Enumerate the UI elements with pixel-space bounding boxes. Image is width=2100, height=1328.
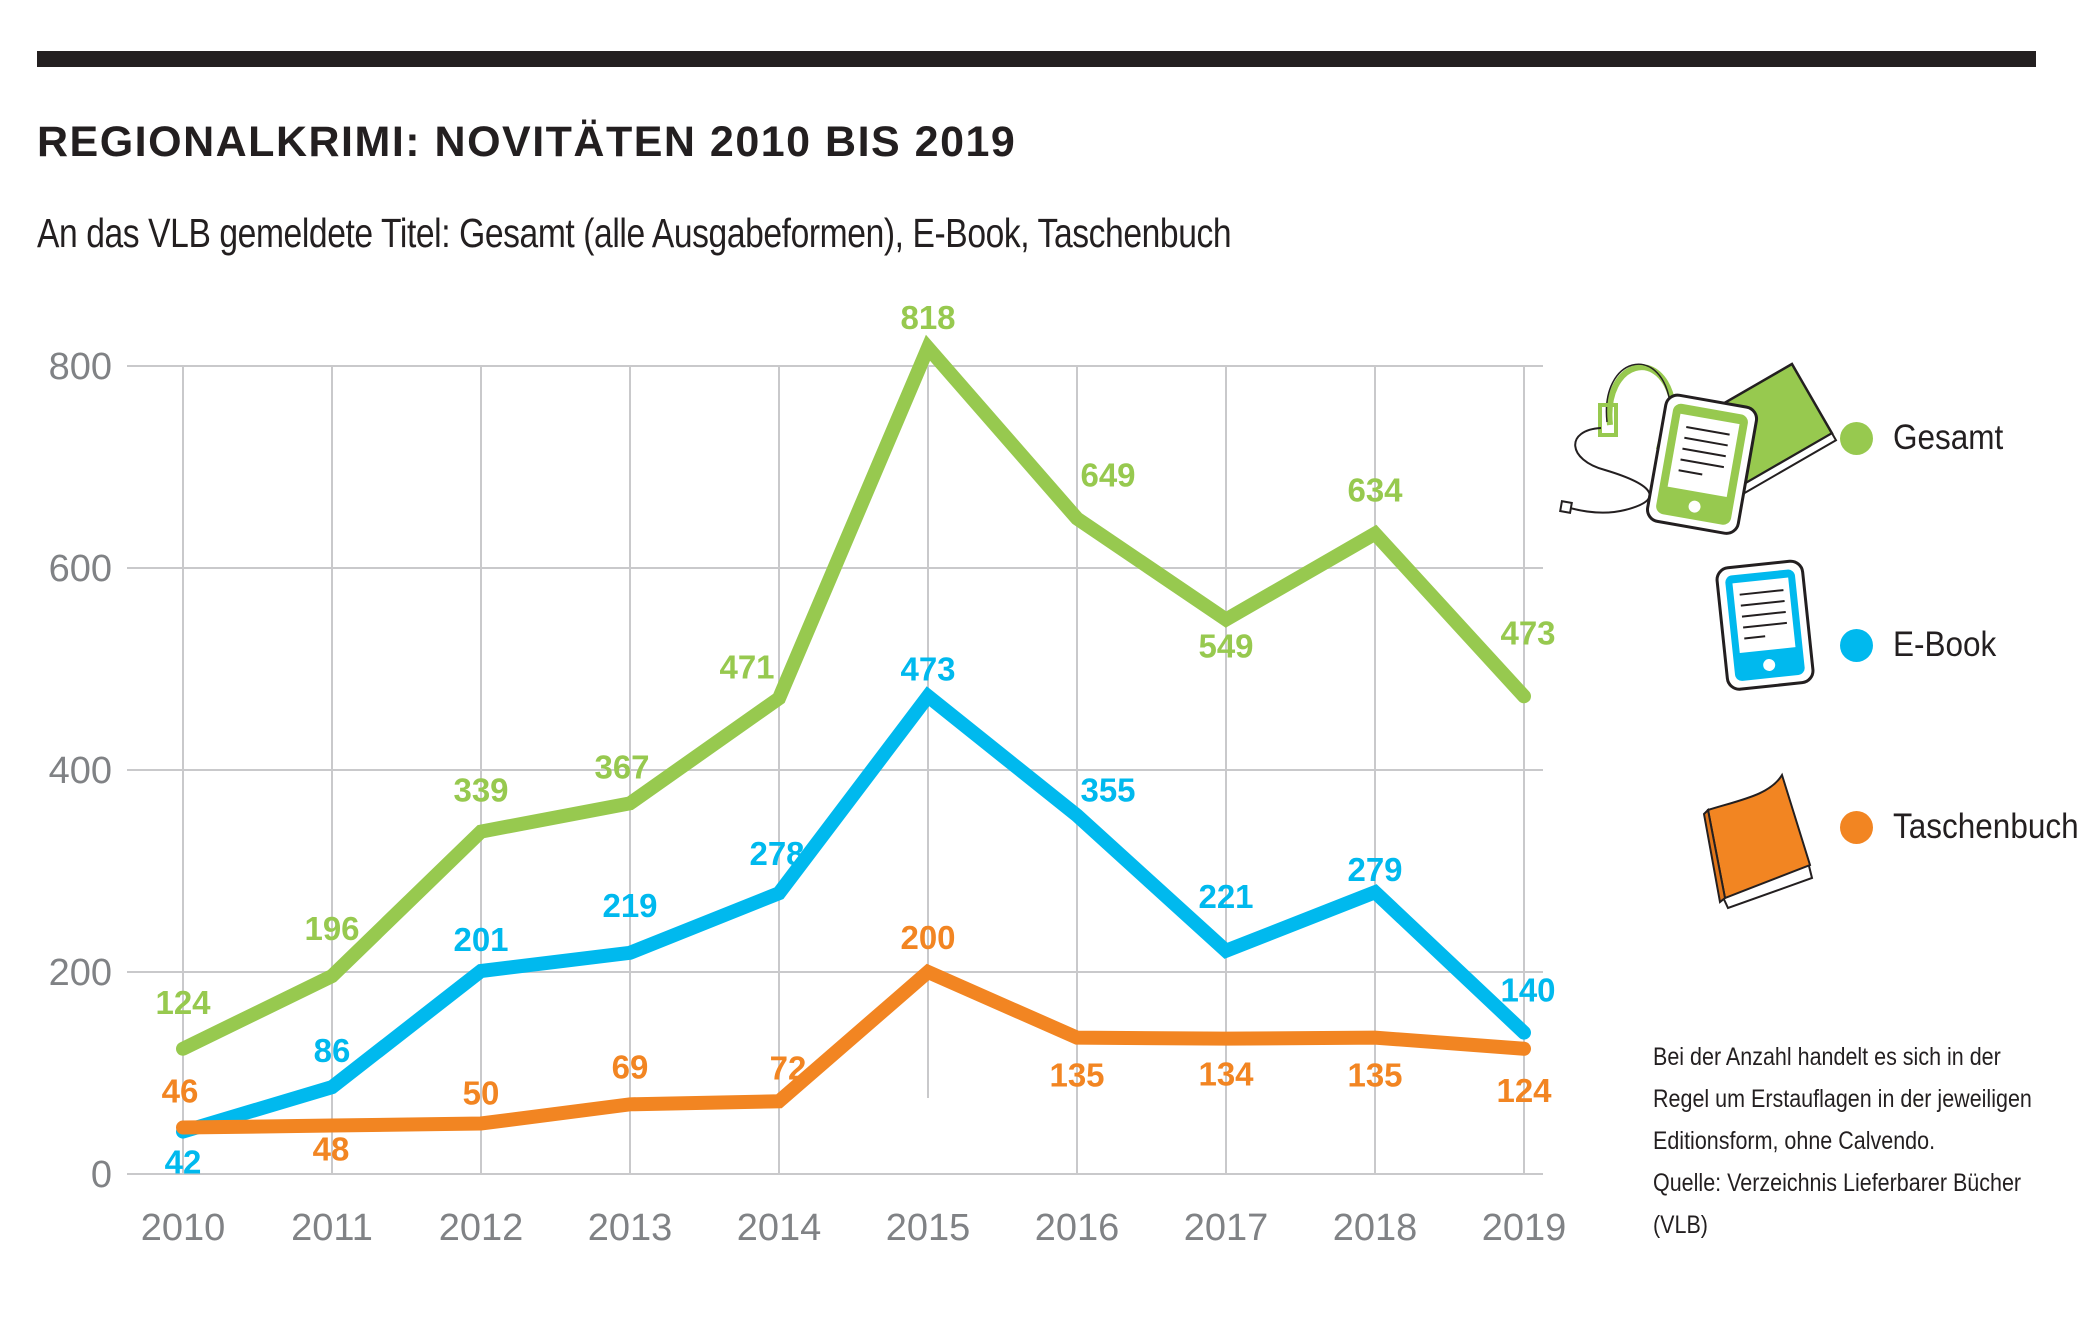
- data-label: 355: [1080, 771, 1135, 808]
- x-tick-label: 2014: [737, 1207, 822, 1249]
- data-label: 48: [313, 1131, 350, 1168]
- x-tick-label: 2017: [1184, 1207, 1269, 1249]
- y-tick-label: 0: [91, 1154, 112, 1196]
- data-label: 473: [900, 650, 955, 687]
- data-label: 134: [1198, 1056, 1254, 1093]
- data-label: 72: [770, 1049, 807, 1086]
- y-tick-label: 400: [49, 750, 112, 792]
- media-bundle-icon: [1559, 362, 1838, 535]
- data-label: 549: [1198, 628, 1253, 665]
- top-rule: [37, 51, 2036, 67]
- legend-label: E-Book: [1893, 625, 1997, 664]
- data-label: 124: [1496, 1072, 1552, 1109]
- data-label: 135: [1049, 1057, 1104, 1094]
- legend-item-ebook: E-Book: [1840, 625, 2008, 665]
- x-tick-label: 2010: [141, 1207, 226, 1249]
- data-label: 69: [612, 1048, 649, 1085]
- data-label: 46: [162, 1073, 199, 1110]
- data-label: 471: [719, 648, 774, 685]
- y-tick-label: 600: [49, 548, 112, 590]
- data-label: 201: [453, 921, 508, 958]
- data-label: 219: [602, 887, 657, 924]
- x-tick-label: 2019: [1482, 1207, 1567, 1249]
- y-tick-label: 800: [49, 346, 112, 388]
- x-tick-label: 2011: [291, 1207, 373, 1249]
- chart-subtitle: An das VLB gemeldete Titel: Gesamt (alle…: [37, 210, 1232, 256]
- data-label: 649: [1080, 457, 1135, 494]
- data-label: 135: [1347, 1057, 1402, 1094]
- chart-title: REGIONALKRIMI: NOVITÄTEN 2010 BIS 2019: [37, 118, 1017, 166]
- series-lines: [176, 334, 1531, 1139]
- data-label: 196: [304, 910, 359, 947]
- data-label: 42: [165, 1144, 202, 1181]
- data-label: 634: [1347, 472, 1403, 509]
- data-label: 279: [1347, 851, 1402, 888]
- data-labels: 124 196 339 367 471 818 649 549 634 473 42 86 201 219…: [155, 299, 1555, 1181]
- y-axis-ticks: 0 200 400 600 800: [49, 346, 112, 1196]
- footnote-line: (VLB): [1653, 1211, 1708, 1239]
- legend-dot-taschenbuch: [1840, 810, 1873, 844]
- data-label: 140: [1500, 972, 1555, 1009]
- data-label: 818: [900, 299, 955, 336]
- legend-item-taschenbuch: Taschenbuch: [1840, 807, 2099, 847]
- footnote: Bei der Anzahl handelt es sich in der Re…: [1653, 1036, 2040, 1246]
- footnote-line: Quelle: Verzeichnis Lieferbarer Bücher: [1653, 1169, 2022, 1197]
- legend-dot-gesamt: [1840, 421, 1873, 455]
- series-line-ebook: [176, 686, 1531, 1139]
- data-label: 367: [594, 748, 649, 785]
- tablet-icon: [1715, 559, 1815, 691]
- data-label: 339: [453, 772, 508, 809]
- footnote-line: Regel um Erstauflagen in der jeweiligen: [1653, 1085, 2032, 1113]
- x-tick-label: 2013: [588, 1207, 673, 1249]
- data-label: 278: [749, 835, 804, 872]
- x-tick-label: 2016: [1035, 1207, 1120, 1249]
- paperback-book-icon: [1702, 772, 1814, 910]
- data-label: 86: [314, 1032, 351, 1069]
- x-tick-label: 2012: [439, 1207, 524, 1249]
- data-label: 221: [1198, 878, 1253, 915]
- x-tick-label: 2018: [1333, 1207, 1418, 1249]
- data-label: 50: [463, 1075, 500, 1112]
- series-line-gesamt: [176, 334, 1531, 1056]
- series-line-taschenbuch: [176, 963, 1531, 1135]
- data-label: 124: [155, 984, 211, 1021]
- y-tick-label: 200: [49, 952, 112, 994]
- legend-dot-ebook: [1840, 628, 1873, 662]
- legend-label: Taschenbuch: [1893, 807, 2079, 846]
- data-label: 200: [900, 919, 955, 956]
- legend-item-gesamt: Gesamt: [1840, 418, 2016, 458]
- data-label: 473: [1500, 614, 1555, 651]
- footnote-line: Editionsform, ohne Calvendo.: [1653, 1127, 1936, 1155]
- x-tick-label: 2015: [886, 1207, 971, 1249]
- footnote-line: Bei der Anzahl handelt es sich in der: [1653, 1043, 2001, 1071]
- x-axis-ticks: 2010 2011 2012 2013 2014 2015 2016 2017 2018 2019: [141, 1207, 1567, 1249]
- legend-label: Gesamt: [1893, 418, 2004, 457]
